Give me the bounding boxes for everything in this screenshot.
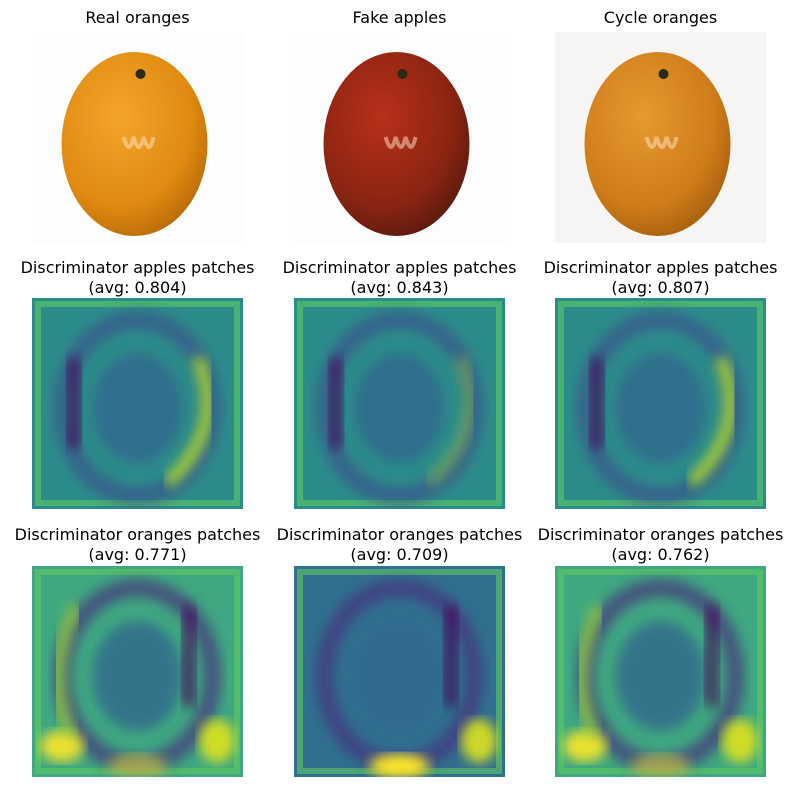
panel-title: Cycle oranges: [604, 8, 717, 27]
heatmap: [294, 298, 505, 509]
heatmap-hot: [461, 719, 497, 763]
panel-avg: (avg: 0.804): [88, 278, 186, 297]
panel-avg: (avg: 0.762): [611, 545, 709, 564]
stem: [135, 69, 146, 79]
heatmap-arc: [163, 355, 214, 488]
heatmap-hot: [563, 730, 607, 762]
heatmap-hot: [630, 754, 691, 777]
heatmap: [555, 566, 766, 777]
logo: [644, 136, 679, 149]
heatmap-hot: [40, 730, 84, 762]
panel-title: Discriminator oranges patches: [15, 525, 261, 544]
panel-title: Discriminator oranges patches: [538, 525, 784, 544]
panel-title: Discriminator apples patches: [544, 258, 778, 277]
stem: [658, 69, 669, 79]
logo: [383, 136, 418, 149]
panel-title: Discriminator apples patches: [283, 258, 517, 277]
heatmap-arc: [686, 355, 737, 488]
panel-title: Real oranges: [85, 8, 189, 27]
logo: [121, 136, 156, 149]
heatmap-dark: [705, 606, 719, 706]
heatmap: [32, 566, 243, 777]
heatmap-dark: [182, 606, 196, 706]
panel-avg: (avg: 0.709): [350, 545, 448, 564]
panel-avg: (avg: 0.843): [350, 278, 448, 297]
heatmap-arc: [52, 603, 83, 739]
heatmap-arc: [575, 603, 606, 739]
stem: [397, 69, 408, 79]
heatmap-core: [615, 353, 706, 463]
panel-title: Discriminator oranges patches: [277, 525, 523, 544]
panel-title: Discriminator apples patches: [21, 258, 255, 277]
panel-avg: (avg: 0.807): [611, 278, 709, 297]
heatmap-arc: [425, 355, 476, 488]
heatmap-core: [354, 353, 445, 463]
heatmap-hot: [107, 754, 168, 777]
heatmap-dark: [67, 358, 81, 448]
heatmap-core: [354, 621, 445, 731]
heatmap-dark: [590, 358, 604, 448]
heatmap-hot: [199, 719, 235, 763]
heatmap-hot: [722, 719, 758, 763]
heatmap-dark: [444, 606, 458, 706]
heatmap-hot: [369, 754, 430, 777]
panel-avg: (avg: 0.771): [88, 545, 186, 564]
heatmap-dark: [329, 358, 343, 448]
heatmap-core: [92, 621, 183, 731]
heatmap: [555, 298, 766, 509]
heatmap-core: [92, 353, 183, 463]
heatmap: [294, 566, 505, 777]
heatmap-core: [615, 621, 706, 731]
heatmap: [32, 298, 243, 509]
panel-title: Fake apples: [353, 8, 447, 27]
